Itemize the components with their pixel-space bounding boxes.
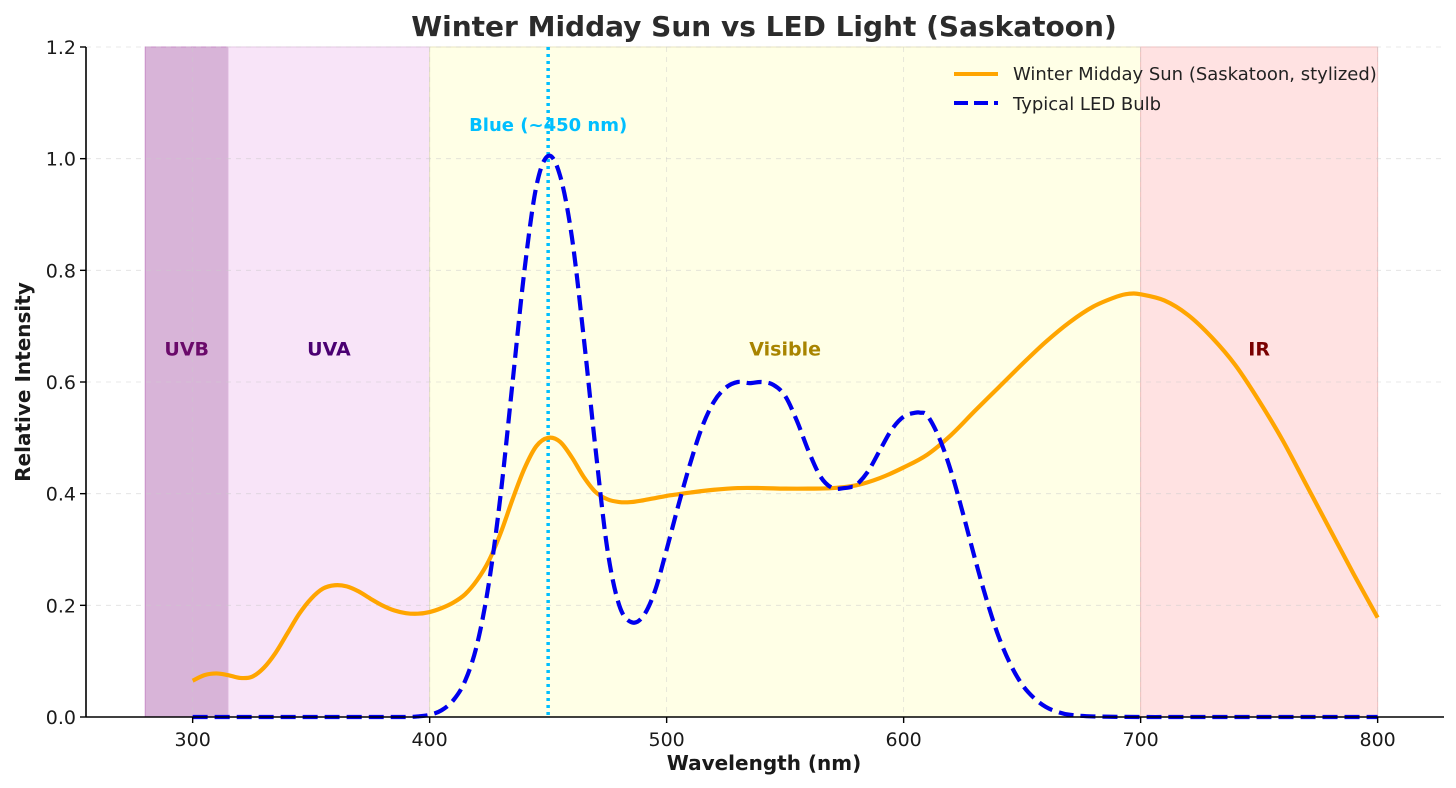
y-tick-label: 0.2 bbox=[46, 595, 76, 617]
y-tick-label: 0.8 bbox=[46, 260, 76, 282]
annotation-labels: Blue (~450 nm) bbox=[469, 115, 627, 136]
y-axis-label: Relative Intensity bbox=[11, 282, 35, 482]
winter-sun-line bbox=[191, 291, 1380, 683]
x-tick-label: 600 bbox=[886, 729, 922, 751]
region-label-ir: IR bbox=[1248, 339, 1270, 361]
legend-label-sun: Winter Midday Sun (Saskatoon, stylized) bbox=[1013, 64, 1377, 85]
x-tick-label: 700 bbox=[1123, 729, 1159, 751]
x-tick-label: 800 bbox=[1360, 729, 1396, 751]
series-lines bbox=[191, 153, 1380, 720]
legend: Winter Midday Sun (Saskatoon, stylized) … bbox=[954, 64, 1377, 115]
chart-title: Winter Midday Sun vs LED Light (Saskatoo… bbox=[411, 10, 1117, 43]
y-tick-label: 0.4 bbox=[46, 484, 76, 506]
legend-label-led: Typical LED Bulb bbox=[1012, 94, 1161, 115]
region-label-uvb: UVB bbox=[164, 339, 209, 361]
y-tick-label: 1.2 bbox=[46, 37, 76, 59]
led-bulb-line bbox=[192, 153, 1378, 720]
region-labels: UVB UVA Visible IR bbox=[164, 339, 1270, 361]
ticks: 300 400 500 600 700 800 0.0 0.2 0.4 0.6 0.8 1.0 1.2 bbox=[46, 37, 1396, 751]
x-tick-label: 300 bbox=[175, 729, 211, 751]
region-label-uva: UVA bbox=[307, 339, 351, 361]
x-axis-label: Wavelength (nm) bbox=[667, 751, 862, 775]
x-tick-label: 400 bbox=[412, 729, 448, 751]
blue-peak-annotation: Blue (~450 nm) bbox=[469, 115, 627, 136]
region-label-visible: Visible bbox=[749, 339, 821, 361]
y-tick-label: 0.6 bbox=[46, 372, 76, 394]
y-tick-label: 0.0 bbox=[46, 707, 76, 729]
x-tick-label: 500 bbox=[649, 729, 685, 751]
y-tick-label: 1.0 bbox=[46, 149, 76, 171]
